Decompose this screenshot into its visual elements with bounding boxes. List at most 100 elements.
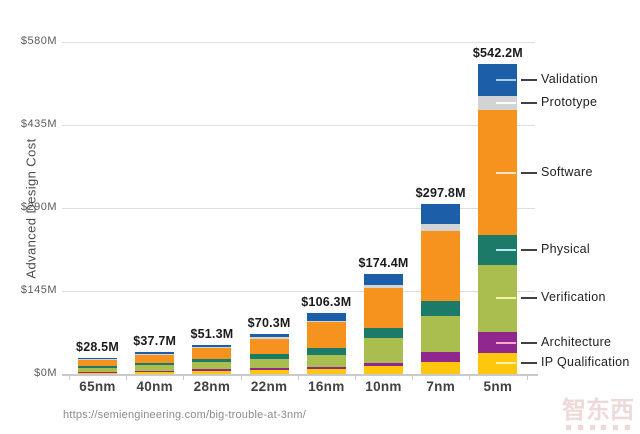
segment-validation [306, 313, 346, 321]
bar-total-label: $174.4M [358, 256, 409, 271]
legend-label-verification: Verification [541, 290, 606, 305]
segment-ip-qualification [364, 365, 403, 374]
x-tick-label: 16nm [308, 379, 345, 394]
segment-software [135, 354, 175, 363]
segment-software [249, 338, 289, 355]
axis-boundary-tick [412, 374, 414, 380]
axis-boundary-tick [68, 374, 70, 380]
bar-5nm [478, 63, 518, 374]
bar-total-label: $106.3M [301, 295, 352, 310]
segment-physical [249, 354, 289, 359]
axis-boundary-tick [526, 374, 528, 380]
bar-total-label: $297.8M [415, 185, 466, 200]
y-tick-label: $580M [20, 35, 57, 47]
segment-architecture [364, 362, 403, 366]
segment-physical [306, 348, 346, 356]
bar-total-label: $37.7M [133, 334, 177, 349]
legend-leader-dash-ip-qualification [521, 362, 537, 365]
segment-validation [135, 352, 175, 355]
bar-16nm [306, 313, 346, 374]
segment-physical [364, 328, 403, 338]
legend-label-prototype: Prototype [541, 94, 598, 109]
segment-verification [192, 362, 232, 370]
segment-validation [364, 274, 403, 286]
bar-40nm [135, 352, 175, 374]
segment-ip-qualification [78, 372, 117, 374]
gridline-580 [62, 42, 535, 43]
segment-architecture [421, 352, 461, 362]
y-tick-label: $435M [20, 118, 57, 130]
segment-validation [249, 333, 289, 338]
bar-10nm [364, 274, 403, 374]
segment-architecture [192, 369, 232, 371]
legend-label-software: Software [541, 164, 593, 179]
bar-28nm [192, 344, 232, 374]
legend-label-physical: Physical [541, 241, 590, 256]
bar-65nm [78, 357, 117, 374]
watermark-text: 智东西 [562, 397, 634, 424]
segment-prototype [306, 320, 346, 323]
gridline-145 [62, 291, 535, 292]
legend-leader-dash-verification [521, 297, 537, 300]
segment-prototype [78, 359, 117, 360]
segment-physical [78, 365, 117, 368]
gridline-290 [62, 208, 535, 209]
segment-ip-qualification [306, 368, 346, 374]
segment-architecture [135, 370, 175, 372]
bar-7nm [421, 203, 461, 374]
x-tick-label: 7nm [426, 379, 456, 394]
y-tick-label: $290M [20, 201, 57, 213]
legend-leader-tick-physical [495, 248, 516, 251]
segment-validation [421, 203, 461, 225]
segment-verification [421, 315, 461, 353]
bar-22nm [249, 333, 289, 374]
x-tick-label: 10nm [365, 379, 402, 394]
segment-ip-qualification [192, 370, 232, 374]
segment-software [78, 359, 117, 366]
legend-leader-dash-physical [521, 248, 537, 251]
y-tick-label: $145M [20, 284, 57, 296]
y-tick-label: $0M [34, 367, 57, 379]
x-tick-label: 22nm [250, 379, 288, 394]
axis-boundary-tick [354, 374, 356, 380]
segment-physical [192, 359, 232, 363]
legend-leader-dash-validation [521, 78, 537, 81]
segment-verification [78, 367, 117, 372]
segment-prototype [249, 337, 289, 339]
axis-boundary-tick [297, 374, 299, 380]
legend-leader-tick-validation [495, 78, 516, 81]
legend-leader-dash-prototype [521, 101, 537, 104]
segment-software [306, 322, 346, 349]
axis-boundary-tick [469, 374, 471, 380]
legend-label-ip-qualification: IP Qualification [541, 355, 630, 370]
segment-verification [306, 355, 346, 367]
segment-verification [135, 365, 175, 371]
segment-software [364, 287, 403, 329]
x-tick-label: 65nm [79, 379, 116, 394]
segment-validation [78, 357, 117, 360]
segment-physical [421, 300, 461, 316]
bar-total-label: $51.3M [190, 326, 234, 341]
source-url: https://semiengineering.com/big-trouble-… [63, 409, 306, 421]
bar-total-label: $28.5M [76, 339, 119, 354]
x-tick-label: 28nm [193, 379, 231, 394]
segment-architecture [306, 366, 346, 369]
axis-boundary-tick [126, 374, 128, 380]
segment-prototype [135, 354, 175, 355]
legend-label-architecture: Architecture [541, 334, 612, 349]
axis-boundary-tick [240, 374, 242, 380]
watermark-logo: 智东西 [562, 399, 634, 430]
legend-label-validation: Validation [541, 71, 598, 86]
watermark-marks [562, 425, 634, 430]
bar-total-label: $542.2M [472, 45, 523, 60]
legend-leader-tick-software [495, 171, 516, 174]
segment-ip-qualification [135, 371, 175, 374]
bar-total-label: $70.3M [247, 315, 291, 330]
gridline-435 [62, 125, 535, 126]
segment-validation [192, 344, 232, 348]
x-axis-line [62, 374, 538, 376]
segment-prototype [421, 224, 461, 231]
segment-software [192, 348, 232, 360]
legend-leader-dash-architecture [521, 341, 537, 344]
